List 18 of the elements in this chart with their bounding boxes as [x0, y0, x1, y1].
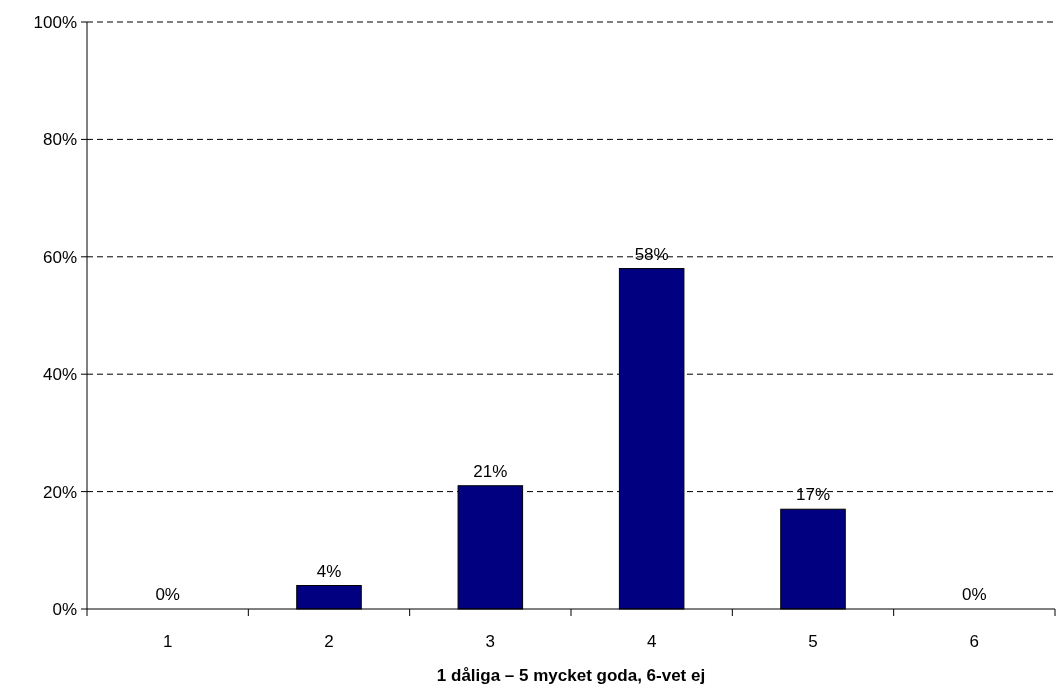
y-tick-label: 80%	[42, 130, 77, 150]
x-tick-label: 3	[485, 632, 496, 651]
data-label: 21%	[473, 461, 508, 481]
data-label: 4%	[316, 561, 342, 581]
y-tick-label: 60%	[42, 247, 77, 267]
data-label: 0%	[155, 585, 180, 604]
x-tick-label: 5	[808, 632, 818, 651]
x-tick-label: 1	[162, 632, 173, 651]
data-label: 58%	[634, 244, 669, 264]
y-tick-label: 20%	[42, 482, 77, 502]
y-tick-label: 40%	[42, 365, 77, 385]
x-tick-label: 6	[969, 632, 980, 651]
x-axis-title: 1 dåliga – 5 mycket goda, 6-vet ej	[436, 666, 706, 685]
data-label: 0%	[962, 585, 987, 604]
x-tick-label: 2	[324, 632, 334, 651]
y-tick-label: 0%	[52, 599, 77, 619]
x-tick-label: 4	[646, 632, 657, 651]
y-tick-label: 100%	[33, 12, 77, 32]
